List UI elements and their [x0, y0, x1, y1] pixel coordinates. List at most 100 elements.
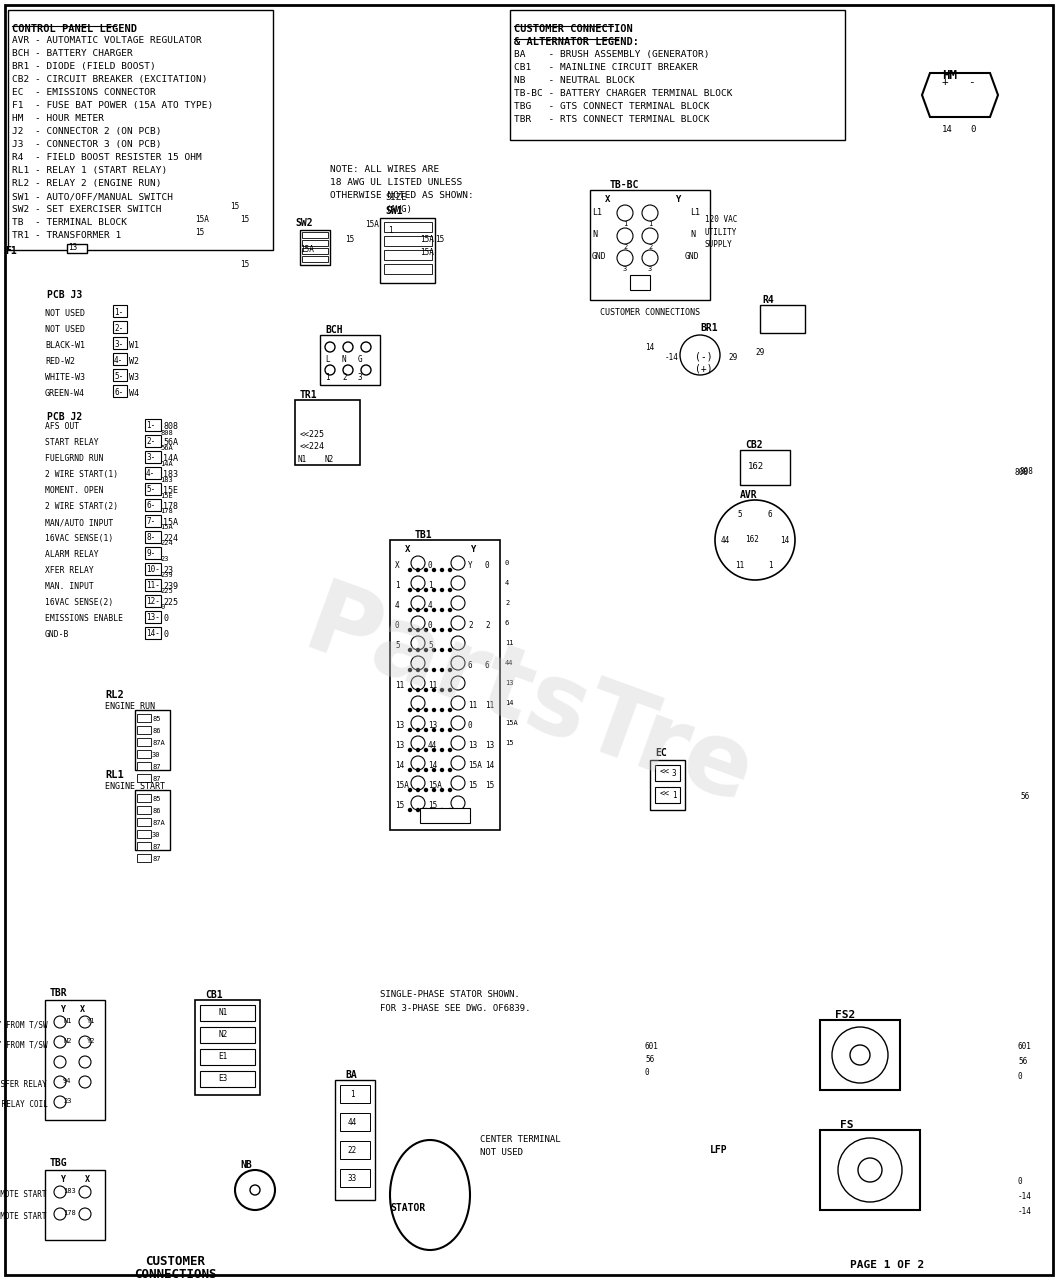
Text: PAGE 1 OF 2: PAGE 1 OF 2	[850, 1260, 925, 1270]
Text: 44: 44	[347, 1117, 357, 1126]
Circle shape	[449, 568, 452, 571]
Text: 14: 14	[485, 762, 494, 771]
Text: E1: E1	[218, 1052, 227, 1061]
Text: 2 WIRE START(1): 2 WIRE START(1)	[45, 470, 118, 479]
Text: NOTE: ALL WIRES ARE: NOTE: ALL WIRES ARE	[330, 165, 439, 174]
Circle shape	[408, 568, 412, 571]
Bar	[320, 335, 380, 385]
Bar	[335, 1080, 375, 1201]
Text: CONTROL PANEL LEGEND: CONTROL PANEL LEGEND	[12, 24, 136, 35]
Circle shape	[433, 709, 436, 712]
Text: CB2 - CIRCUIT BREAKER (EXCITATION): CB2 - CIRCUIT BREAKER (EXCITATION)	[12, 76, 207, 84]
Text: GREEN-W4: GREEN-W4	[45, 389, 85, 398]
Text: 224: 224	[163, 534, 178, 543]
Circle shape	[433, 589, 436, 591]
Circle shape	[449, 608, 452, 612]
Circle shape	[440, 568, 443, 571]
Text: <<225: <<225	[300, 430, 325, 439]
Text: 1: 1	[395, 581, 400, 590]
Text: TB-BC: TB-BC	[610, 180, 639, 189]
Text: F1: F1	[5, 246, 17, 256]
Bar	[145, 627, 161, 639]
Text: W2: W2	[129, 357, 139, 366]
Text: SIZE: SIZE	[385, 193, 406, 202]
Circle shape	[451, 556, 466, 570]
Circle shape	[433, 788, 436, 791]
Bar	[145, 563, 161, 575]
Text: <<224: <<224	[300, 442, 325, 451]
Bar	[45, 1000, 105, 1120]
Bar	[384, 264, 432, 274]
Text: 15A: 15A	[300, 244, 314, 253]
Circle shape	[411, 636, 425, 650]
Text: X: X	[605, 195, 610, 204]
Text: 15A: 15A	[365, 220, 379, 229]
Text: -14: -14	[1018, 1192, 1032, 1201]
Bar	[200, 1005, 255, 1021]
Text: SINGLE-PHASE STATOR SHOWN.: SINGLE-PHASE STATOR SHOWN.	[380, 989, 519, 998]
Circle shape	[417, 668, 420, 672]
Circle shape	[424, 728, 427, 731]
Text: 44: 44	[428, 741, 437, 750]
Text: BR1 - DIODE (FIELD BOOST): BR1 - DIODE (FIELD BOOST)	[12, 61, 156, 70]
Circle shape	[433, 628, 436, 631]
Text: OTHERWISE NOTED AS SHOWN:: OTHERWISE NOTED AS SHOWN:	[330, 191, 474, 200]
Circle shape	[832, 1027, 888, 1083]
Text: 14: 14	[645, 343, 654, 352]
Text: 239: 239	[160, 572, 172, 579]
Text: W1: W1	[129, 340, 139, 349]
Text: 4: 4	[428, 602, 433, 611]
Text: Y2: Y2	[87, 1038, 95, 1044]
Circle shape	[417, 809, 420, 812]
Text: ENGINE START: ENGINE START	[105, 782, 165, 791]
Circle shape	[417, 608, 420, 612]
Circle shape	[449, 768, 452, 772]
Text: 16VAC SENSE(2): 16VAC SENSE(2)	[45, 598, 113, 607]
Circle shape	[411, 736, 425, 750]
Text: 11-: 11-	[146, 581, 160, 590]
Text: Y: Y	[60, 1175, 65, 1184]
Circle shape	[424, 589, 427, 591]
Text: CB1: CB1	[205, 989, 222, 1000]
Text: BA    - BRUSH ASSEMBLY (GENERATOR): BA - BRUSH ASSEMBLY (GENERATOR)	[514, 50, 710, 59]
Text: 15E: 15E	[160, 493, 172, 499]
Text: (+): (+)	[695, 364, 713, 372]
Text: <<: <<	[660, 768, 670, 777]
Circle shape	[433, 568, 436, 571]
Text: 8-: 8-	[146, 532, 156, 541]
Text: -14: -14	[665, 353, 679, 362]
Text: 87: 87	[152, 856, 161, 861]
Circle shape	[449, 709, 452, 712]
Text: 239: 239	[163, 582, 178, 591]
Text: GND: GND	[592, 252, 606, 261]
Circle shape	[617, 228, 633, 244]
Text: 0: 0	[163, 614, 168, 623]
Bar	[135, 790, 170, 850]
Text: 23: 23	[63, 1098, 72, 1103]
Text: 178: 178	[163, 502, 178, 511]
Circle shape	[343, 342, 353, 352]
Text: 3-: 3-	[114, 340, 123, 349]
Text: <<: <<	[660, 790, 670, 799]
Text: 29: 29	[728, 353, 737, 362]
Text: MAN/AUTO INPUT: MAN/AUTO INPUT	[45, 518, 113, 527]
Text: 1: 1	[350, 1091, 354, 1100]
Text: 14: 14	[781, 535, 789, 544]
Bar	[113, 305, 127, 317]
Text: 808: 808	[163, 422, 178, 431]
Text: 15: 15	[435, 236, 444, 244]
Text: 44: 44	[720, 535, 730, 544]
Text: 85: 85	[152, 796, 161, 803]
Text: HM: HM	[943, 69, 957, 82]
Circle shape	[54, 1036, 66, 1048]
Circle shape	[451, 776, 466, 790]
Text: 6-: 6-	[114, 388, 123, 397]
Bar	[145, 547, 161, 559]
Bar	[195, 1000, 260, 1094]
Text: 120 VAC: 120 VAC	[705, 215, 737, 224]
Text: 94: 94	[63, 1078, 72, 1084]
Text: 5: 5	[737, 509, 743, 518]
Text: NB: NB	[240, 1160, 252, 1170]
Text: UTILITY FROM T/SW: UTILITY FROM T/SW	[0, 1039, 48, 1050]
Text: 87: 87	[152, 776, 161, 782]
